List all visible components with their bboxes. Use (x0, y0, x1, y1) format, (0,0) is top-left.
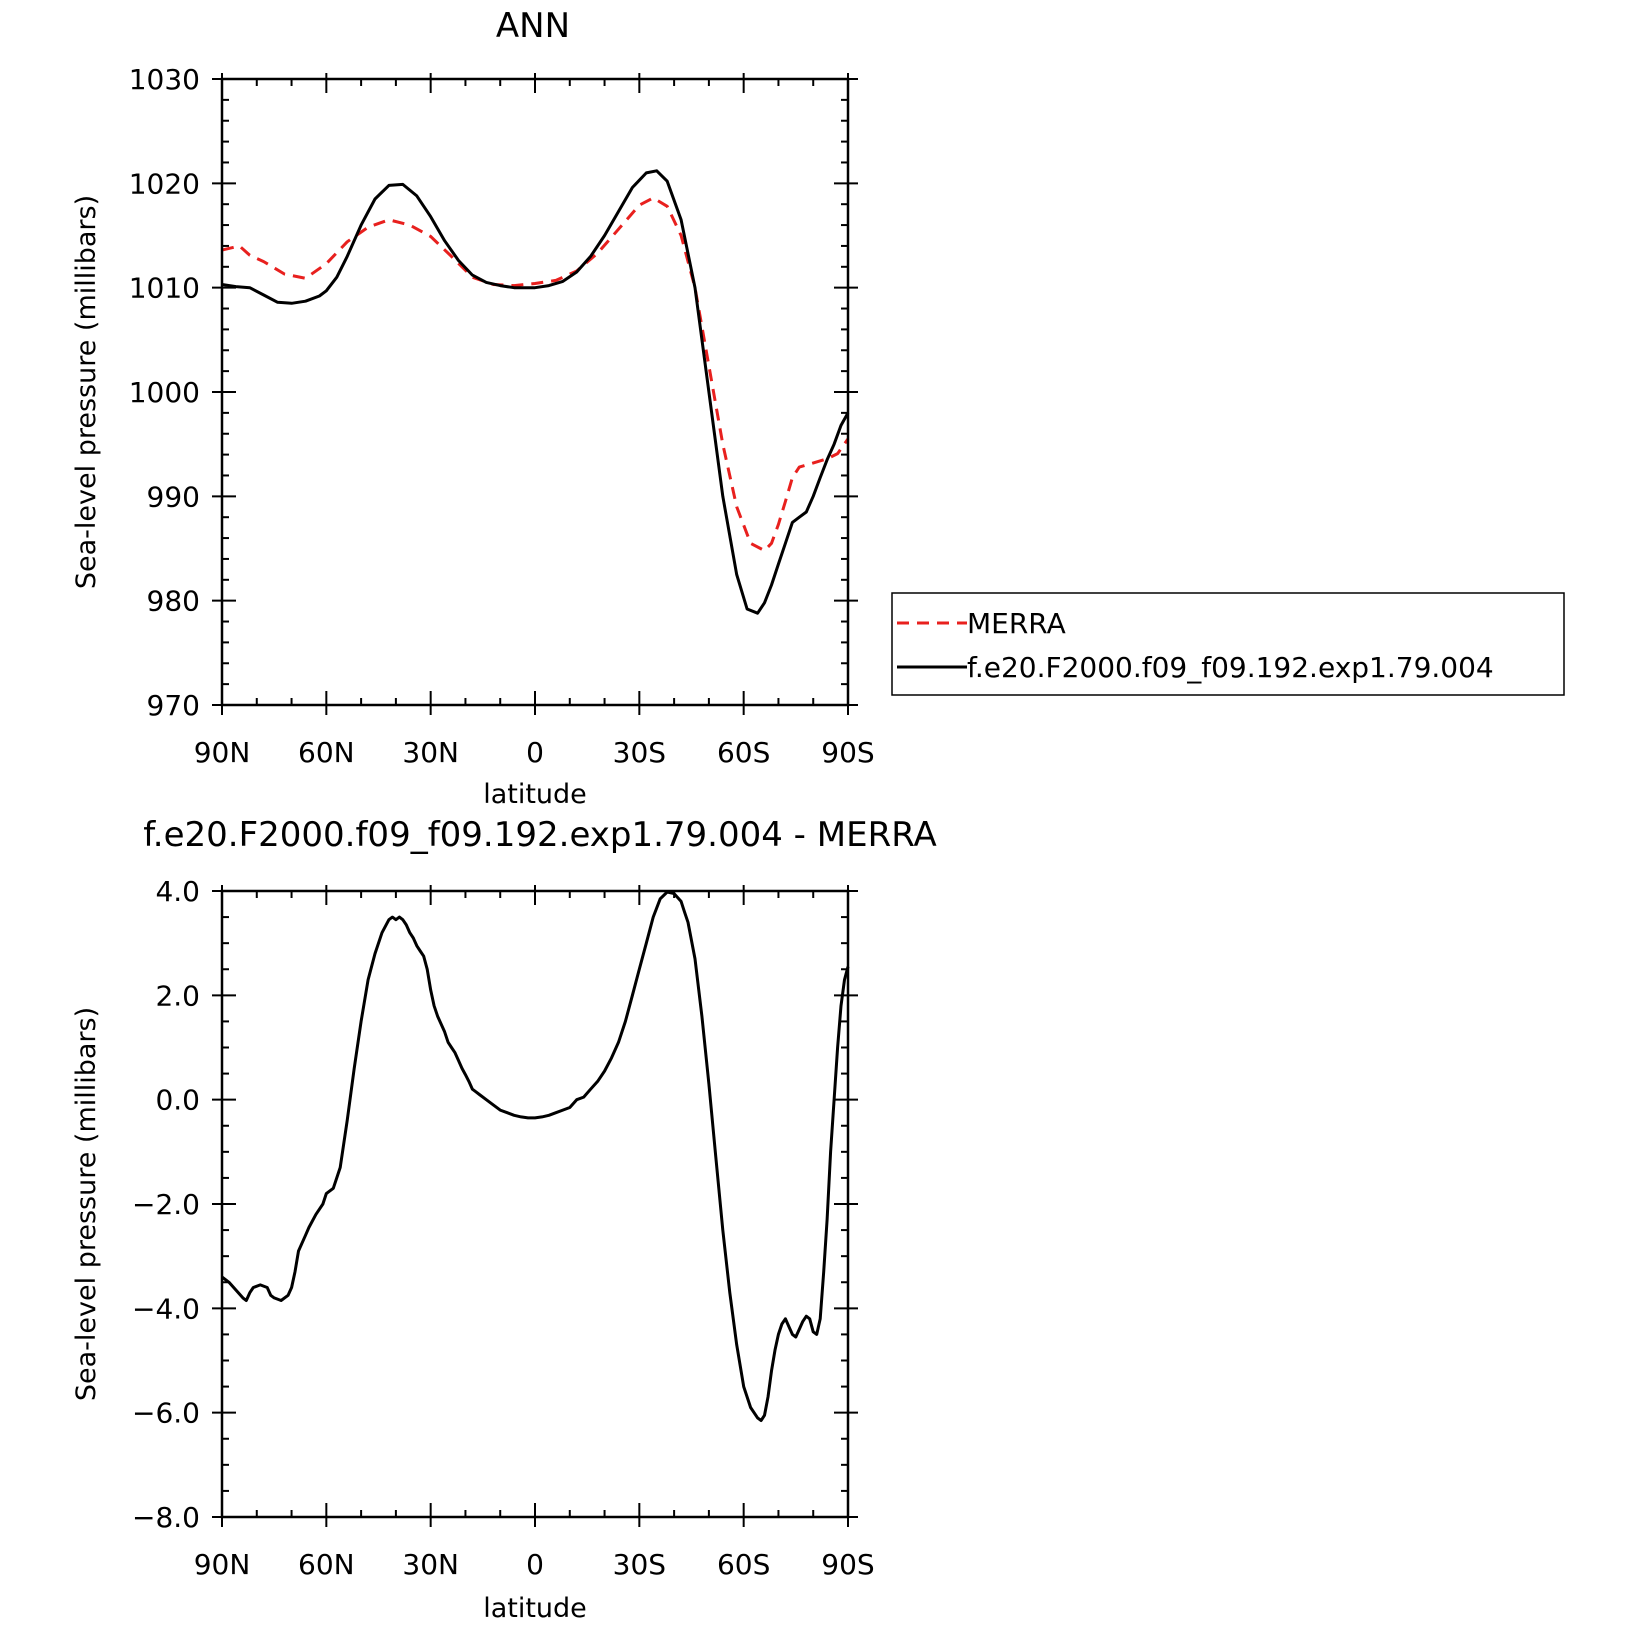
top-panel: ANN 970 980 990 1000 1010 1020 1030 90N 60N 30N 0… (71, 6, 875, 810)
top-x-tick-label: 0 (526, 736, 544, 769)
bottom-chart-title: f.e20.F2000.f09_f09.192.exp1.79.004 - ME… (143, 815, 936, 855)
bottom-x-tick-label: 0 (526, 1548, 544, 1581)
bottom-y-tick-labels: −8.0 −6.0 −4.0 −2.0 0.0 2.0 4.0 (132, 875, 200, 1534)
top-y-tick-label: 970 (147, 689, 200, 722)
bottom-x-tick-label: 60N (298, 1548, 355, 1581)
bottom-x-axis-label: latitude (483, 1593, 587, 1624)
bottom-y-tick-label: 0.0 (155, 1084, 200, 1117)
top-x-tick-label: 60N (298, 736, 355, 769)
top-y-tick-label: 980 (147, 585, 200, 618)
top-x-tick-label: 90S (821, 736, 874, 769)
bottom-x-tick-label: 90N (194, 1548, 251, 1581)
top-plot-frame (220, 77, 850, 707)
legend-box (891, 592, 1565, 696)
top-series-merra-line (221, 196, 850, 553)
top-x-tick-label: 30N (402, 736, 459, 769)
bottom-x-tick-label: 90S (821, 1548, 874, 1581)
bottom-y-tick-label: 4.0 (155, 875, 200, 908)
bottom-x-tick-labels: 90N 60N 30N 0 30S 60S 90S (194, 1548, 875, 1581)
bottom-x-tick-label: 60S (717, 1548, 770, 1581)
bottom-y-axis-label: Sea-level pressure (millibars) (71, 1007, 102, 1401)
legend: MERRA f.e20.F2000.f09_f09.192.exp1.79.00… (891, 592, 1565, 696)
top-x-tick-label: 30S (613, 736, 666, 769)
legend-model-label: f.e20.F2000.f09_f09.192.exp1.79.004 (967, 651, 1494, 684)
bottom-panel: f.e20.F2000.f09_f09.192.exp1.79.004 - ME… (71, 815, 937, 1624)
bottom-x-tick-label: 30S (613, 1548, 666, 1581)
legend-merra-label: MERRA (967, 607, 1066, 640)
top-y-tick-labels: 970 980 990 1000 1010 1020 1030 (129, 63, 200, 722)
top-chart-title: ANN (496, 6, 570, 46)
bottom-y-tick-label: −4.0 (132, 1292, 200, 1325)
bottom-ticks (212, 885, 858, 1527)
bottom-y-tick-label: −2.0 (132, 1188, 200, 1221)
top-x-axis-label: latitude (483, 779, 587, 810)
bottom-y-tick-label: −8.0 (132, 1501, 200, 1534)
bottom-y-tick-label: −6.0 (132, 1397, 200, 1430)
bottom-x-tick-label: 30N (402, 1548, 459, 1581)
top-x-tick-label: 90N (194, 736, 251, 769)
top-x-tick-labels: 90N 60N 30N 0 30S 60S 90S (194, 736, 875, 769)
bottom-y-tick-label: 2.0 (155, 979, 200, 1012)
bottom-plot-frame (220, 889, 850, 1519)
top-y-tick-label: 1010 (129, 272, 200, 305)
top-y-tick-label: 1000 (129, 376, 200, 409)
bottom-series-difference-line (221, 890, 850, 1422)
top-y-tick-label: 1030 (129, 63, 200, 96)
top-y-axis-label: Sea-level pressure (millibars) (71, 195, 102, 589)
top-y-tick-label: 990 (147, 480, 200, 513)
top-series-model-line (221, 169, 850, 615)
top-y-tick-label: 1020 (129, 167, 200, 200)
top-x-tick-label: 60S (717, 736, 770, 769)
top-ticks (212, 73, 858, 715)
